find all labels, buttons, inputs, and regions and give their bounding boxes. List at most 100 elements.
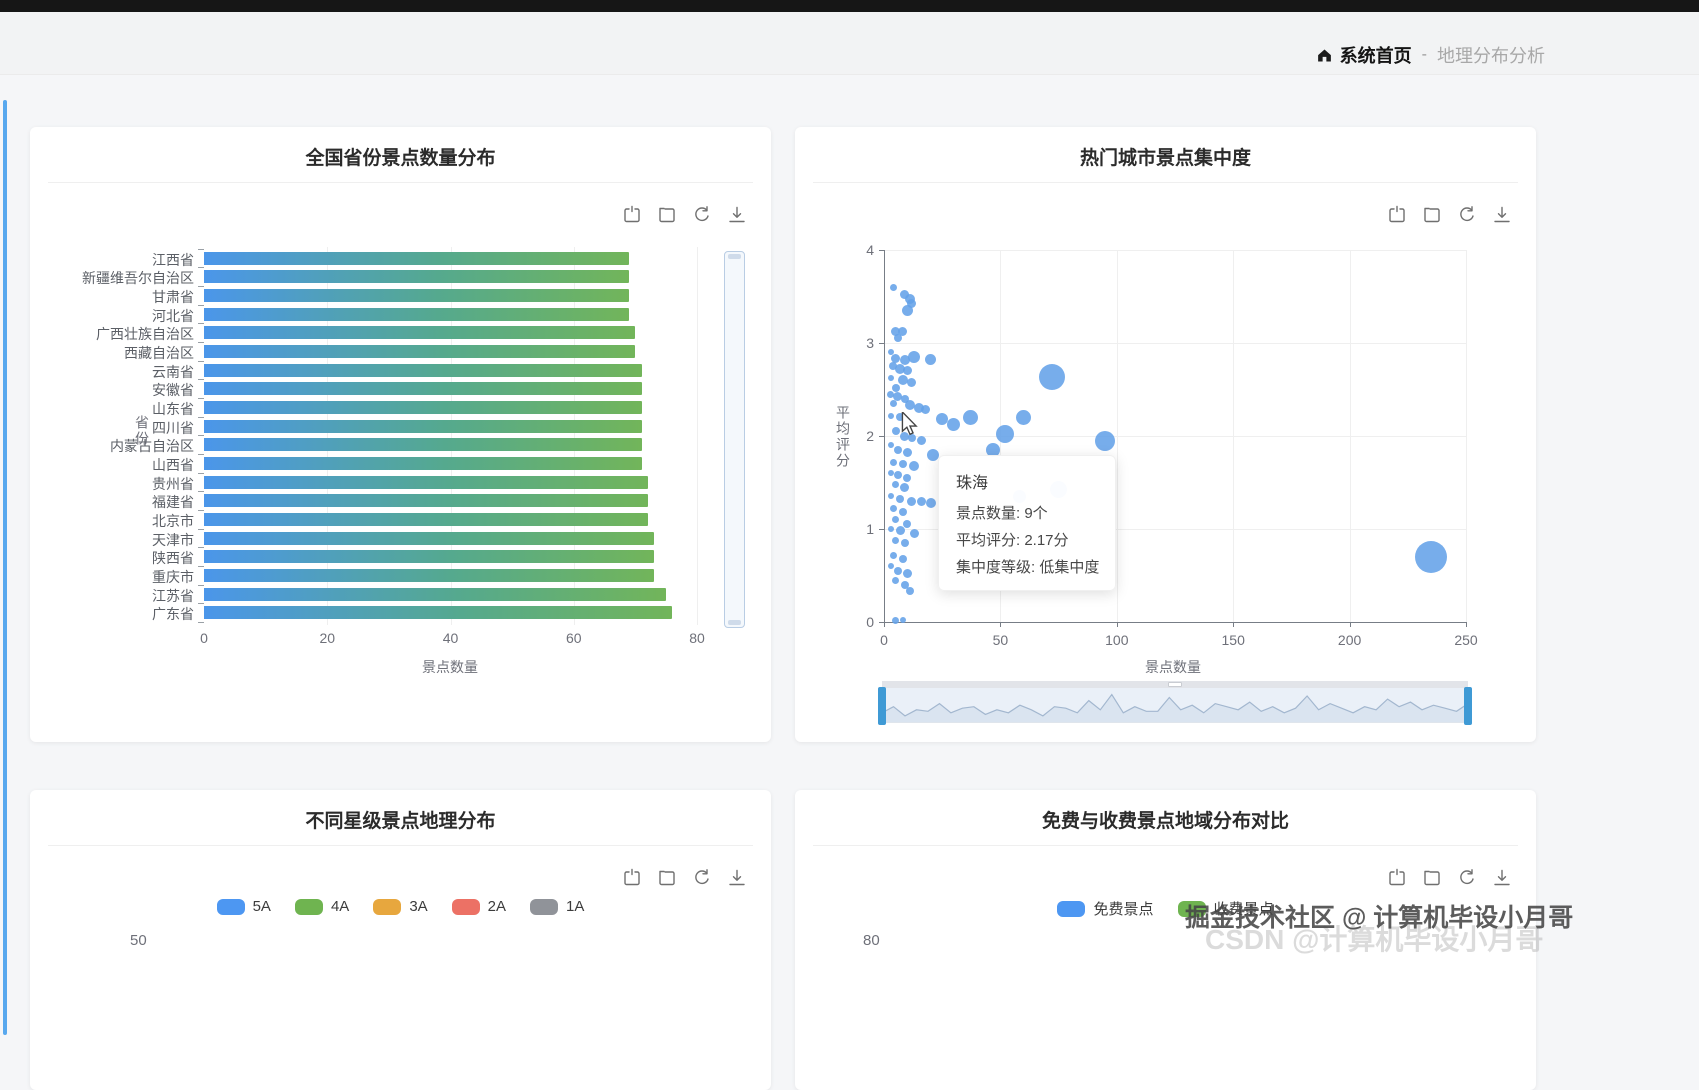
scatter-bubble[interactable] [936,413,949,426]
legend-item[interactable]: 收费景点 [1177,898,1274,919]
scatter-bubble[interactable] [889,399,897,407]
legend-item[interactable]: 5A [216,898,271,915]
legend-item[interactable]: 4A [294,898,349,915]
download-icon[interactable] [727,868,747,888]
scatter-bubble[interactable] [887,442,894,449]
bar[interactable] [204,531,654,545]
scatter-bubble[interactable] [889,551,897,559]
bar[interactable] [204,288,630,302]
scatter-bubble[interactable] [902,366,912,376]
scatter-bubble[interactable] [893,471,902,480]
bar[interactable] [204,419,642,433]
scatter-bubble[interactable] [891,354,901,364]
scatter-bubble[interactable] [887,412,894,419]
scatter-bubble[interactable] [887,349,894,356]
box-restore-icon[interactable] [1422,868,1442,888]
bar[interactable] [204,513,648,527]
scatter-bubble[interactable] [889,283,897,291]
scatter-bubble[interactable] [900,431,910,441]
scatter-bubble[interactable] [996,425,1015,444]
zoom-select-icon[interactable] [1387,868,1407,888]
refresh-icon[interactable] [692,868,712,888]
bar[interactable] [204,494,648,508]
scatter-bubble[interactable] [1038,364,1065,391]
bar[interactable] [204,326,636,340]
scatter-bubble[interactable] [904,294,915,305]
scatter-bubble[interactable] [925,497,936,508]
refresh-icon[interactable] [692,205,712,225]
scatter-bubble[interactable] [893,334,902,343]
scatter-bubble[interactable] [903,473,912,482]
vertical-datazoom-slider[interactable] [724,251,745,628]
box-restore-icon[interactable] [657,868,677,888]
refresh-icon[interactable] [1457,868,1477,888]
scatter-bubble[interactable] [1016,409,1032,425]
bar[interactable] [204,550,654,564]
bar[interactable] [204,438,642,452]
scatter-bubble[interactable] [887,390,895,398]
legend-item[interactable]: 免费景点 [1057,898,1154,919]
scatter-bubble[interactable] [887,375,894,382]
scatter-bubble[interactable] [1415,540,1448,573]
scatter-bubble[interactable] [896,413,905,422]
scatter-bubble[interactable] [962,409,978,425]
bar[interactable] [204,475,648,489]
slider-top-grip[interactable] [1168,682,1182,687]
scatter-bubble[interactable] [900,580,909,589]
scatter-bubble[interactable] [887,470,894,477]
scatter-bubble[interactable] [926,448,939,461]
scatter-bubble[interactable] [908,350,921,363]
scatter-bubble[interactable] [907,299,917,309]
slider-grip-bottom[interactable] [728,620,741,625]
scatter-bubble[interactable] [892,616,900,624]
scatter-bubble[interactable] [893,566,902,575]
scatter-bubble[interactable] [893,392,903,402]
scatter-bubble[interactable] [897,375,908,386]
scatter-bubble[interactable] [901,304,913,316]
scatter-bubble[interactable] [892,480,900,488]
scatter-bubble[interactable] [907,433,916,442]
scatter-bubble[interactable] [925,354,937,366]
scatter-bubble[interactable] [986,442,1001,457]
bar[interactable] [204,569,654,583]
scatter-bubble[interactable] [898,508,907,517]
scatter-bubble[interactable] [900,538,909,547]
scatter-bubble[interactable] [887,526,894,532]
scatter-bubble[interactable] [947,418,961,432]
bar[interactable] [204,606,673,620]
zoom-select-icon[interactable] [1387,205,1407,225]
download-icon[interactable] [1492,205,1512,225]
zoom-select-icon[interactable] [622,205,642,225]
scatter-bubble[interactable] [907,496,917,506]
scatter-bubble[interactable] [889,362,898,371]
scatter-bubble[interactable] [891,383,900,392]
slider-handle-right[interactable] [1464,687,1472,725]
scatter-bubble[interactable] [892,516,900,524]
scatter-bubble[interactable] [899,617,906,624]
bar[interactable] [204,363,642,377]
scatter-bubble[interactable] [887,493,894,500]
bar[interactable] [204,456,642,470]
legend-item[interactable]: 2A [451,898,506,915]
download-icon[interactable] [1492,868,1512,888]
scatter-bubble[interactable] [900,394,909,403]
scatter-bubble[interactable] [891,427,900,436]
scatter-bubble[interactable] [895,364,906,375]
scatter-bubble[interactable] [898,327,908,337]
legend-item[interactable]: 1A [530,898,584,915]
scatter-bubble[interactable] [893,445,902,454]
scatter-bubble[interactable] [907,377,917,387]
scatter-bubble[interactable] [896,495,905,504]
bar[interactable] [204,587,667,601]
scatter-bubble[interactable] [909,529,919,539]
scatter-bubble[interactable] [921,405,931,415]
bar[interactable] [204,382,642,396]
scatter-bubble[interactable] [892,536,900,544]
breadcrumb-home-link[interactable]: 系统首页 [1316,42,1412,68]
bar[interactable] [204,251,630,265]
scatter-bubble[interactable] [900,482,910,492]
box-restore-icon[interactable] [657,205,677,225]
scatter-bubble[interactable] [898,554,907,563]
scatter-bubble[interactable] [916,496,926,506]
scatter-bubble[interactable] [891,327,901,337]
